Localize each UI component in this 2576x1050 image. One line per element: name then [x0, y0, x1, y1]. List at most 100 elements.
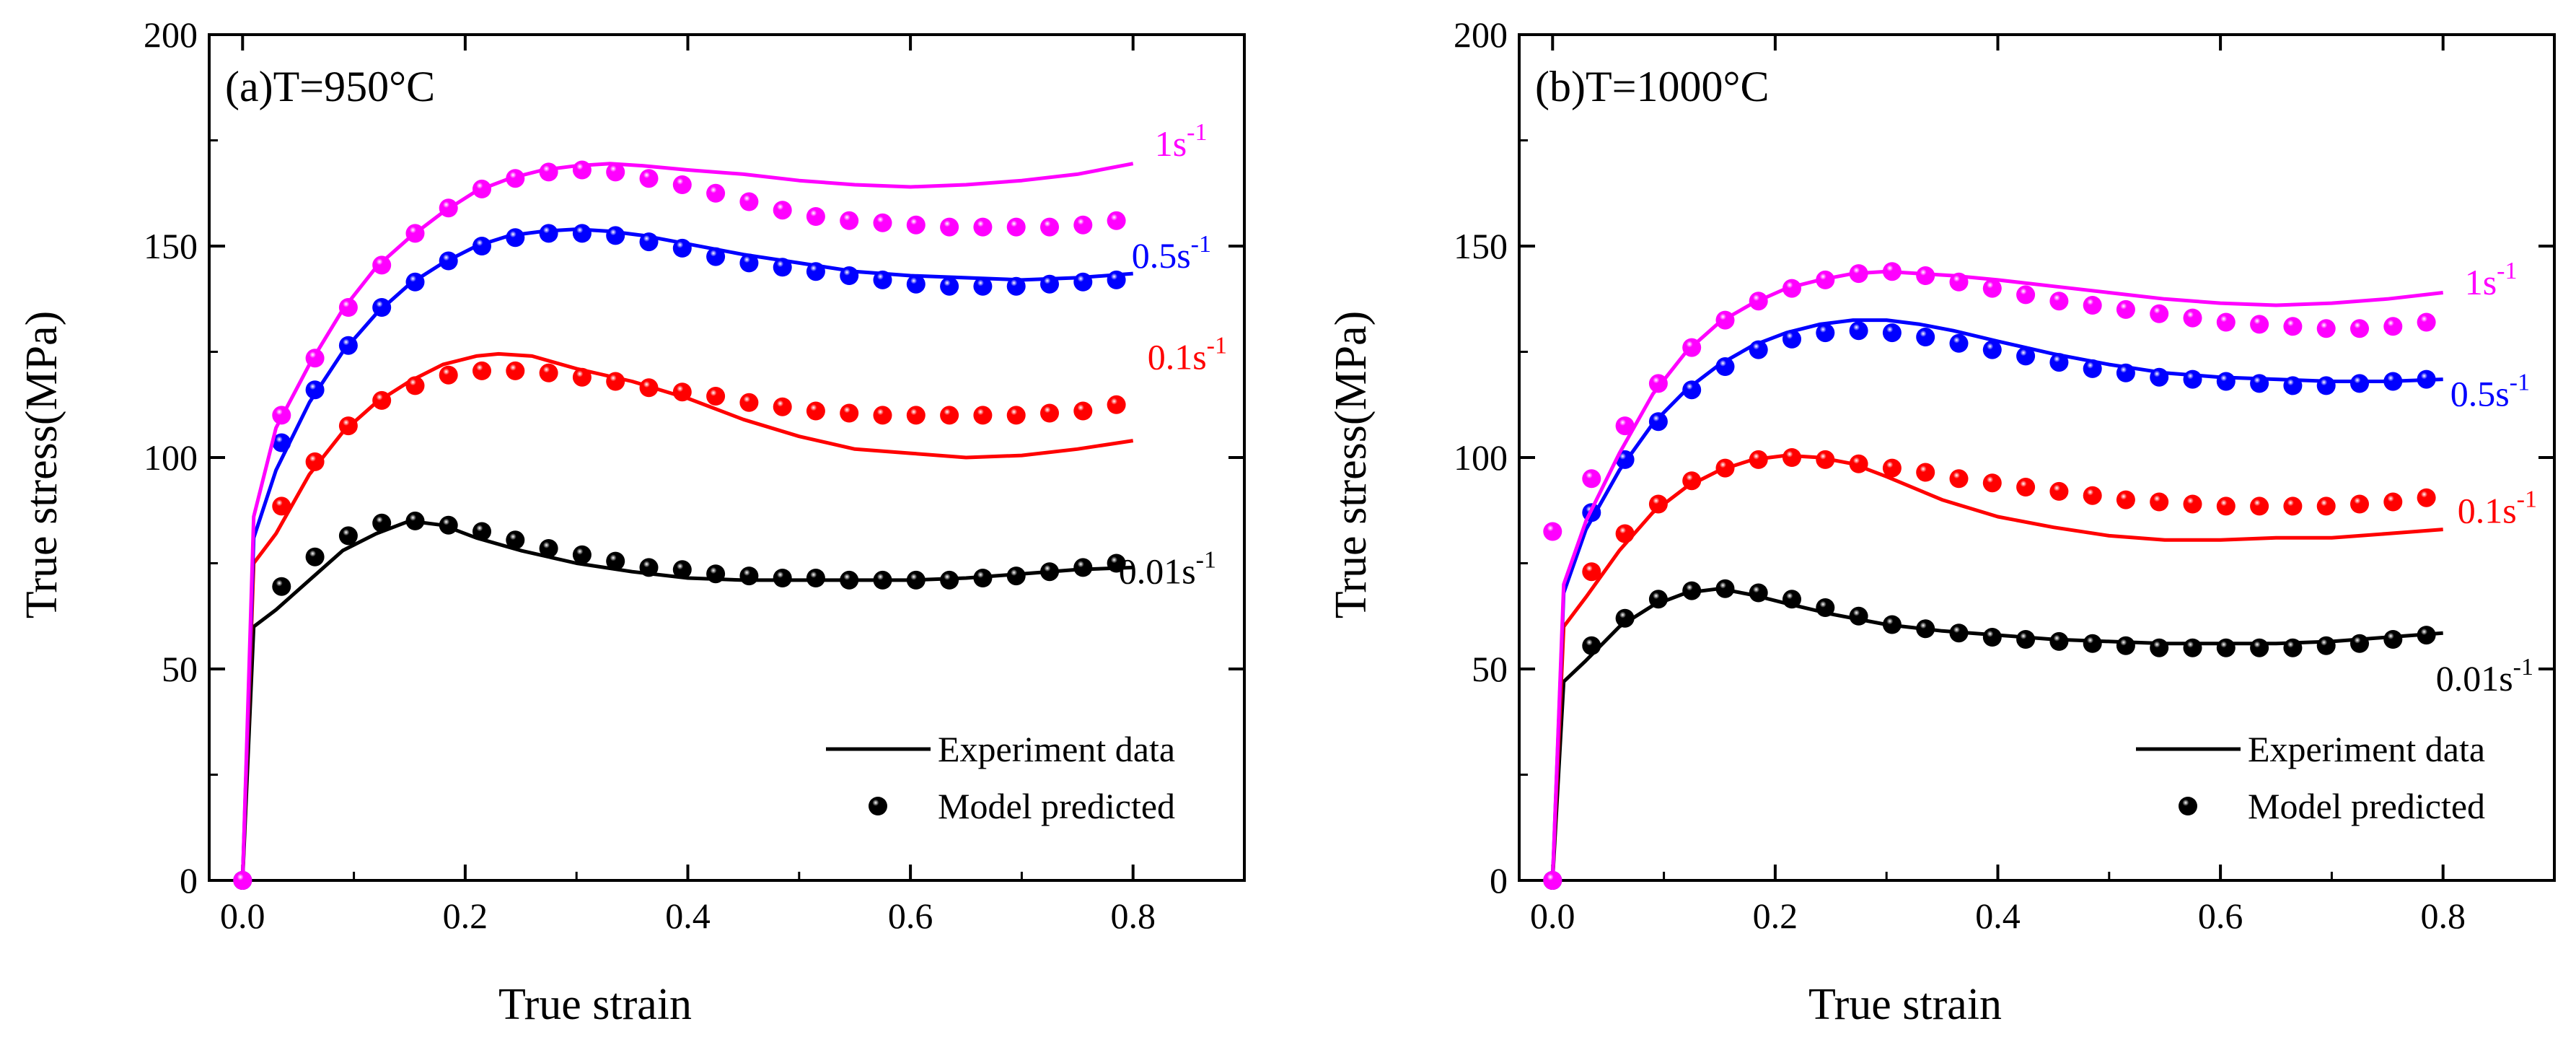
model-point	[606, 226, 625, 245]
model-point	[706, 247, 726, 266]
y-tick-label: 150	[144, 226, 198, 266]
model-point	[405, 224, 425, 243]
model-point	[539, 224, 558, 243]
model-point	[1073, 401, 1093, 421]
model-point	[506, 530, 525, 550]
model-point	[539, 539, 558, 558]
model-point	[2383, 317, 2403, 336]
model-point	[572, 160, 592, 180]
model-point	[606, 551, 625, 571]
model-point	[1682, 471, 1702, 491]
model-point	[906, 274, 926, 294]
model-point	[233, 871, 252, 890]
model-point	[706, 387, 726, 406]
model-point	[1916, 266, 1935, 285]
x-axis-label: True strain	[498, 980, 692, 1029]
experiment-line	[1550, 318, 2443, 881]
model-point	[873, 270, 892, 289]
model-point	[2016, 346, 2036, 366]
model-point	[2417, 312, 2436, 332]
model-point	[1816, 270, 1835, 289]
y-tick-label: 100	[144, 437, 198, 478]
model-point	[2350, 319, 2369, 338]
experiment-line	[240, 227, 1133, 881]
model-point	[1882, 615, 1902, 634]
series-label-text: 0.01s	[1119, 551, 1196, 591]
model-point	[1006, 406, 1026, 425]
model-point	[405, 376, 425, 395]
model-point	[2183, 369, 2202, 389]
model-point	[1107, 270, 1126, 289]
series-label: 1s-1	[2465, 258, 2518, 302]
model-point	[1749, 292, 1768, 311]
model-point	[1949, 333, 1969, 353]
model-point	[372, 298, 392, 317]
model-point	[1648, 374, 1668, 393]
model-point	[1816, 450, 1835, 469]
model-point	[639, 232, 659, 252]
model-point	[2417, 626, 2436, 645]
model-point	[1715, 357, 1735, 376]
panel-title: (a)T=950°C	[225, 63, 435, 110]
series-label-text: 1s	[1155, 123, 1187, 164]
model-point	[2350, 634, 2369, 653]
series-label: 1s-1	[1155, 119, 1208, 164]
model-point	[1648, 412, 1668, 432]
model-point	[1916, 619, 1935, 639]
model-point	[806, 401, 825, 421]
x-tick-label: 0.2	[1753, 896, 1798, 936]
model-point	[1615, 608, 1635, 628]
model-point	[1949, 272, 1969, 292]
model-point	[906, 570, 926, 590]
series-1s-1: 1s-1	[1543, 258, 2517, 890]
model-point	[1073, 215, 1093, 235]
model-point	[2116, 490, 2135, 509]
model-point	[739, 566, 759, 586]
model-point	[338, 336, 358, 355]
model-point	[572, 224, 592, 243]
model-point	[2049, 292, 2069, 311]
experiment-line	[240, 351, 1134, 881]
model-point	[2216, 312, 2236, 332]
x-tick-label: 0.8	[1110, 896, 1156, 936]
x-axis-label: True strain	[1808, 980, 2002, 1029]
series-label: 0.1s-1	[1148, 332, 1227, 377]
model-point	[1582, 562, 1601, 582]
model-point	[2383, 492, 2403, 512]
model-point	[372, 513, 392, 533]
series-label-sup: -1	[2497, 258, 2517, 284]
model-point	[672, 238, 692, 258]
model-point	[2216, 638, 2236, 657]
model-point	[1040, 403, 1059, 423]
model-point	[739, 253, 759, 273]
series-label: 0.01s-1	[1119, 546, 1216, 591]
model-point	[305, 349, 325, 368]
model-point	[1816, 323, 1835, 343]
model-point	[1916, 328, 1935, 346]
model-point	[2116, 363, 2135, 382]
panel-b: 0.0 0.2 0.4 0.6 0.8 0 50 100 150 200 True strain Tr…	[1327, 14, 2556, 1029]
model-point	[873, 213, 892, 232]
legend-marker-label: Model predicted	[2248, 786, 2485, 826]
model-point	[272, 406, 291, 425]
model-point	[2250, 374, 2269, 393]
y-axis-label: True stress(MPa)	[1327, 311, 1376, 619]
model-point	[1682, 380, 1702, 400]
x-tick-label: 0.8	[2420, 896, 2466, 936]
model-point	[1615, 416, 1635, 436]
model-point	[1006, 217, 1026, 237]
model-point	[405, 511, 425, 530]
model-point	[2150, 492, 2169, 512]
model-point	[372, 255, 392, 275]
model-point	[773, 569, 792, 587]
model-point	[2316, 376, 2336, 395]
model-point	[1849, 606, 1868, 626]
model-point	[572, 545, 592, 564]
series-0.01s-1: 0.01s-1	[1543, 579, 2533, 890]
series-label-text: 0.1s	[2458, 490, 2517, 530]
model-point	[1073, 272, 1093, 292]
model-point	[2250, 638, 2269, 657]
series-label-text: 0.5s	[2450, 374, 2510, 414]
model-point	[639, 169, 659, 188]
